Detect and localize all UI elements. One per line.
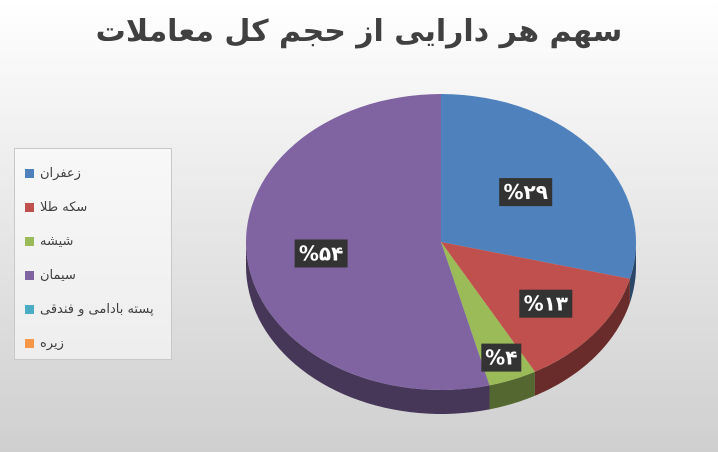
- data-label-0: %۲۹: [499, 178, 553, 207]
- pie-side-1: [534, 278, 630, 396]
- legend-item: سیمان: [25, 265, 76, 285]
- legend-label: سکه طلا: [40, 199, 88, 215]
- legend-swatch: [25, 304, 34, 314]
- legend-item: پسته بادامی و فندقی: [25, 299, 154, 319]
- legend-swatch: [25, 168, 34, 178]
- legend-swatch: [25, 202, 34, 212]
- pie-side-0: [629, 242, 636, 303]
- data-label-text: %۲۹: [503, 180, 547, 204]
- legend-label: زیره: [40, 335, 64, 351]
- data-labels: %۲۹ %۱۳ %۴ %۵۴: [294, 178, 573, 372]
- data-label-text: %۴: [485, 346, 517, 370]
- legend-label: زعفران: [40, 165, 81, 181]
- pie-slice-3: [245, 94, 490, 391]
- data-label-box: [519, 289, 573, 318]
- legend-label: سیمان: [40, 267, 76, 283]
- pie-side-3: [246, 242, 490, 414]
- legend-item: سکه طلا: [25, 197, 87, 217]
- data-label-box: [294, 239, 348, 268]
- data-label-box: [481, 343, 522, 372]
- legend-item: زیره: [25, 333, 64, 353]
- data-label-2: %۴: [481, 343, 522, 372]
- pie-side-2: [489, 371, 535, 410]
- legend-item: شیشه: [25, 231, 73, 251]
- data-label-3: %۵۴: [294, 239, 348, 268]
- data-label-text: %۵۴: [299, 242, 343, 266]
- chart-title: سهم هر دارایی از حجم کل معاملات: [95, 14, 623, 49]
- data-label-text: %۱۳: [524, 292, 568, 316]
- legend-swatch: [25, 236, 34, 246]
- legend: زعفران سکه طلا شیشه سیمان پسته بادامی و فندق…: [14, 148, 172, 360]
- legend-item: زعفران: [25, 163, 81, 183]
- pie-sides: [246, 242, 636, 414]
- legend-label: پسته بادامی و فندقی: [40, 301, 154, 317]
- legend-label: شیشه: [40, 233, 74, 249]
- legend-swatch: [25, 338, 34, 348]
- data-label-box: [499, 178, 553, 207]
- data-label-1: %۱۳: [519, 289, 573, 318]
- legend-swatch: [25, 270, 34, 280]
